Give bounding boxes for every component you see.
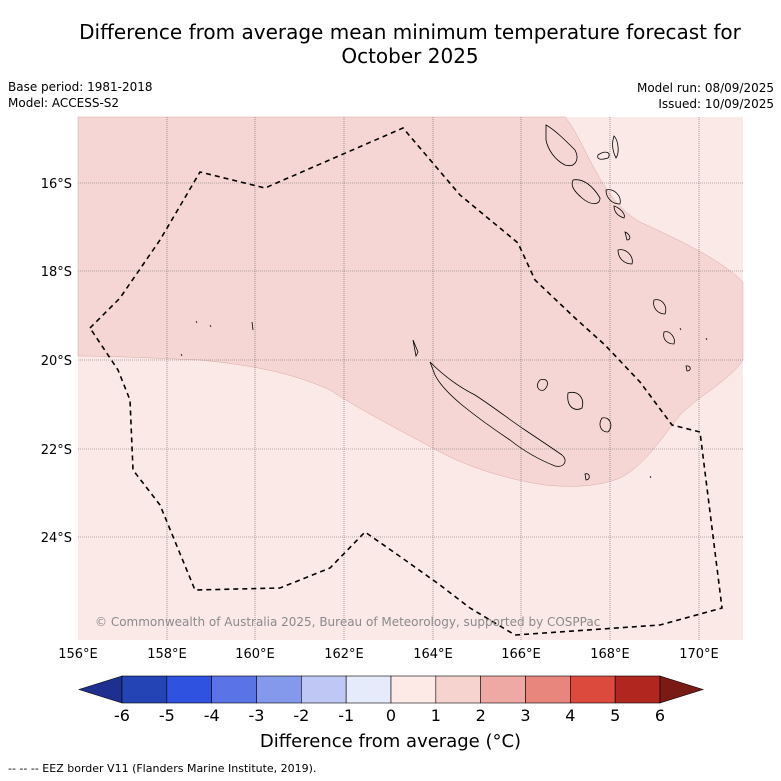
colorbar-extend-low	[77, 675, 123, 704]
colorbar-tick-label: 2	[476, 706, 486, 725]
colorbar-tick-label: 0	[386, 706, 396, 725]
colorbar-swatch	[121, 675, 168, 704]
colorbar-tick-label: 6	[655, 706, 665, 725]
colorbar-tick-label: 4	[565, 706, 575, 725]
mare-island	[599, 417, 612, 433]
colorbar-tick-label: 1	[431, 706, 441, 725]
eez-border	[88, 127, 723, 636]
footer-note: -- -- -- EEZ border V11 (Flanders Marine…	[8, 762, 317, 775]
lat-label: 16°S	[41, 177, 72, 192]
lon-label: 162°E	[324, 647, 364, 662]
colorbar-title: Difference from average (°C)	[259, 731, 522, 752]
colorbar-tick-label: -1	[338, 706, 354, 725]
chart-title-line2: October 2025	[341, 44, 479, 68]
copyright-text: © Commonwealth of Australia 2025, Bureau…	[95, 615, 600, 629]
vanuatu-islands	[545, 124, 691, 372]
grid-lines	[78, 117, 743, 640]
lon-label: 166°E	[501, 647, 541, 662]
belep-islet	[412, 339, 419, 358]
colorbar-swatch	[435, 675, 481, 704]
colorbar	[77, 675, 705, 704]
lon-label: 168°E	[590, 647, 630, 662]
model-name: Model: ACCESS-S2	[8, 96, 120, 110]
colorbar-swatch	[614, 675, 661, 704]
colorbar-swatch	[301, 675, 347, 704]
base-period: Base period: 1981-2018	[8, 80, 153, 94]
colorbar-swatch	[525, 675, 571, 704]
colorbar-swatch	[211, 675, 257, 704]
colorbar-swatch	[480, 675, 526, 704]
colorbar-tick-label: -5	[159, 706, 175, 725]
lon-label: 170°E	[679, 647, 719, 662]
lat-label: 22°S	[41, 443, 72, 458]
small-islets	[180, 320, 708, 479]
colorbar-swatch	[390, 675, 437, 704]
colorbar-swatch	[570, 675, 616, 704]
colorbar-tick-label: -2	[293, 706, 309, 725]
issued-date: Issued: 10/09/2025	[658, 97, 774, 111]
lifou-island	[567, 391, 584, 410]
chart-title-line1: Difference from average mean minimum tem…	[79, 20, 741, 44]
lat-label: 24°S	[41, 531, 72, 546]
colorbar-swatch	[166, 675, 212, 704]
lon-label: 156°E	[58, 647, 98, 662]
ouvea-island	[537, 378, 548, 391]
colorbar-extend-high	[659, 675, 705, 704]
colorbar-tick-label: 3	[520, 706, 530, 725]
lon-label: 164°E	[413, 647, 453, 662]
lat-label: 20°S	[41, 354, 72, 369]
colorbar-ticks: -6 -5 -4 -3 -2 -1 0 1 2 3 4 5 6	[114, 706, 665, 725]
lon-label: 158°E	[147, 647, 187, 662]
colorbar-tick-label: -3	[249, 706, 265, 725]
colorbar-tick-label: -6	[114, 706, 130, 725]
colorbar-tick-label: -4	[204, 706, 220, 725]
lon-label: 160°E	[235, 647, 275, 662]
colorbar-swatch	[345, 675, 392, 704]
new-caledonia-island	[429, 361, 566, 467]
lat-label: 18°S	[41, 265, 72, 280]
anomaly-band-1-2	[77, 116, 744, 487]
colorbar-tick-label: 5	[610, 706, 620, 725]
isle-of-pines	[584, 473, 590, 481]
model-run: Model run: 08/09/2025	[636, 81, 774, 95]
colorbar-swatch	[256, 675, 302, 704]
